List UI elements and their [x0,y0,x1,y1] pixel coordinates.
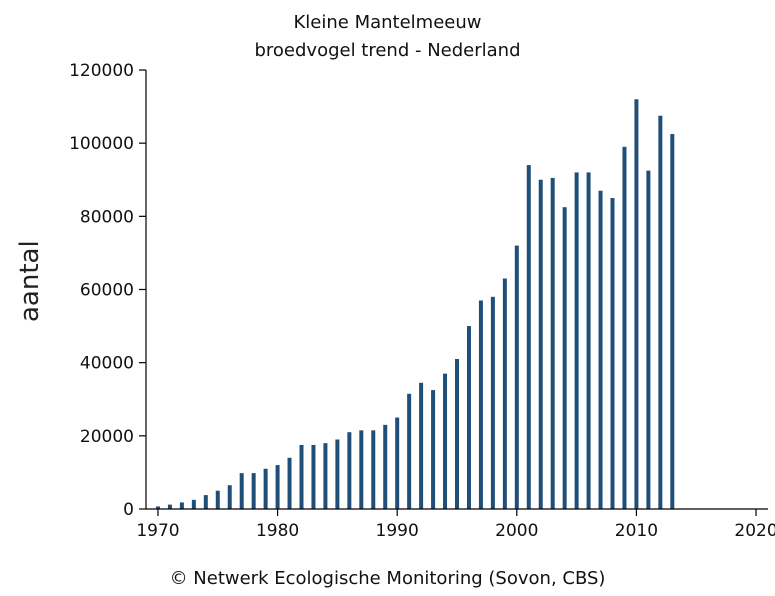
bar-1986 [347,432,352,509]
bars-layer [155,99,675,510]
bar-1992 [419,382,424,509]
bar-1994 [443,373,448,509]
y-tick-label-100000: 100000 [69,134,134,154]
bar-1990 [395,417,400,509]
bar-2012 [658,115,663,509]
bar-2009 [622,146,627,509]
bar-1984 [323,443,328,509]
credit-text: © Netwerk Ecologische Monitoring (Sovon,… [169,568,606,589]
y-tick-label-0: 0 [123,500,134,520]
bar-1993 [431,390,436,509]
y-tick-label-40000: 40000 [80,354,134,374]
bar-1991 [407,393,412,509]
bar-1985 [335,439,340,509]
x-tick-label-1980: 1980 [256,521,299,541]
bar-1983 [311,444,316,509]
bar-2002 [538,179,543,509]
bar-1996 [466,326,471,509]
bar-1995 [455,359,459,509]
bar-2004 [562,207,567,509]
x-tick-label-1990: 1990 [376,521,419,541]
bar-2003 [550,177,555,510]
bar-2010 [634,99,639,510]
bar-1987 [359,430,364,509]
bar-1970 [155,506,160,509]
bar-2007 [598,190,603,510]
bar-1977 [239,473,244,509]
bar-1997 [478,300,483,509]
bar-1999 [502,278,507,509]
bar-1989 [383,424,388,509]
bar-2000 [514,245,519,509]
y-tick-label-80000: 80000 [80,207,134,227]
y-tick-label-60000: 60000 [80,281,134,301]
bar-2001 [526,165,531,509]
chart-subtitle: broedvogel trend - Nederland [254,40,521,61]
bar-1981 [287,457,292,509]
bar-2006 [586,172,591,509]
bar-1988 [371,430,376,509]
x-tick-label-2020: 2020 [734,521,775,541]
bar-1971 [167,504,172,509]
bar-1976 [227,485,232,509]
bar-2013 [670,134,675,509]
bar-1975 [215,490,220,509]
bar-1979 [263,468,268,509]
chart-title: Kleine Mantelmeeuw [293,12,482,33]
bar-1998 [490,296,495,509]
bar-1974 [203,495,208,509]
bar-2011 [646,170,651,509]
bar-1973 [191,499,196,509]
y-tick-label-20000: 20000 [80,427,134,447]
bar-2008 [610,198,615,510]
x-tick-label-2010: 2010 [615,521,658,541]
bar-1982 [299,444,304,509]
y-tick-label-120000: 120000 [69,61,134,81]
axes-layer: 0 20000 40000 60000 80000 100000 120000 1970 198… [69,61,775,541]
bar-1972 [179,502,184,509]
x-tick-label-1970: 1970 [136,521,179,541]
bar-1980 [275,465,280,509]
bar-1978 [251,473,256,509]
bar-2005 [574,172,579,509]
x-tick-label-2000: 2000 [495,521,538,541]
